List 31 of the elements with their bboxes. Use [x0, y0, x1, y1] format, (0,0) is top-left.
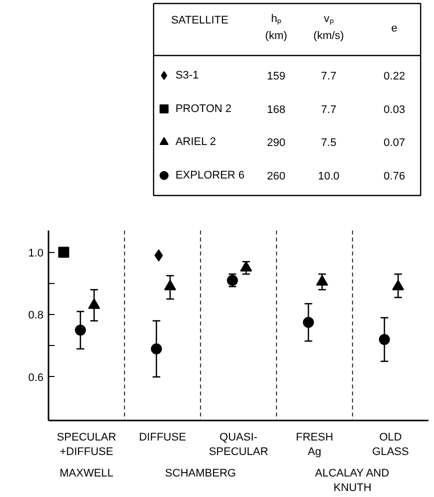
text: 7.7	[321, 70, 336, 82]
y-tick-label: 0.6	[28, 372, 44, 384]
text: hₚ (km)	[265, 13, 288, 42]
text: 168	[266, 104, 286, 116]
text: e	[391, 22, 398, 34]
text: 0.03	[384, 104, 406, 116]
text: 260	[266, 170, 286, 182]
legend-label: S3-1	[175, 70, 199, 82]
x-tick-label: FRESH Ag	[296, 432, 334, 458]
text: vₚ (km/s)	[313, 13, 344, 42]
text: 7.5	[321, 137, 336, 150]
text: SCHAMBERG	[165, 468, 236, 480]
legend-label: ARIEL 2	[175, 136, 216, 148]
text: ALCALAY AND KNUTH	[315, 468, 390, 494]
text: 290	[266, 137, 286, 150]
text: 10.0	[318, 170, 340, 182]
legend-title: SATELLITE	[171, 14, 228, 26]
text: 0.22	[384, 70, 406, 82]
legend-label: PROTON 2	[175, 102, 232, 115]
legend-label: EXPLORER 6	[175, 170, 245, 182]
x-tick-label: DIFFUSE	[138, 432, 186, 444]
x-tick-label: QUASI- SPECULAR	[208, 432, 268, 458]
text: 0.76	[384, 170, 406, 182]
x-tick-label: SPECULAR +DIFFUSE	[56, 432, 116, 458]
x-tick-label: OLD GLASS	[372, 432, 409, 458]
text: MAXWELL	[60, 468, 114, 480]
text: 159	[266, 70, 286, 82]
text: 0.07	[384, 137, 406, 150]
text: 7.7	[321, 104, 336, 116]
y-tick-label: 0.8	[28, 310, 44, 322]
y-tick-label: 1.0	[28, 247, 44, 260]
